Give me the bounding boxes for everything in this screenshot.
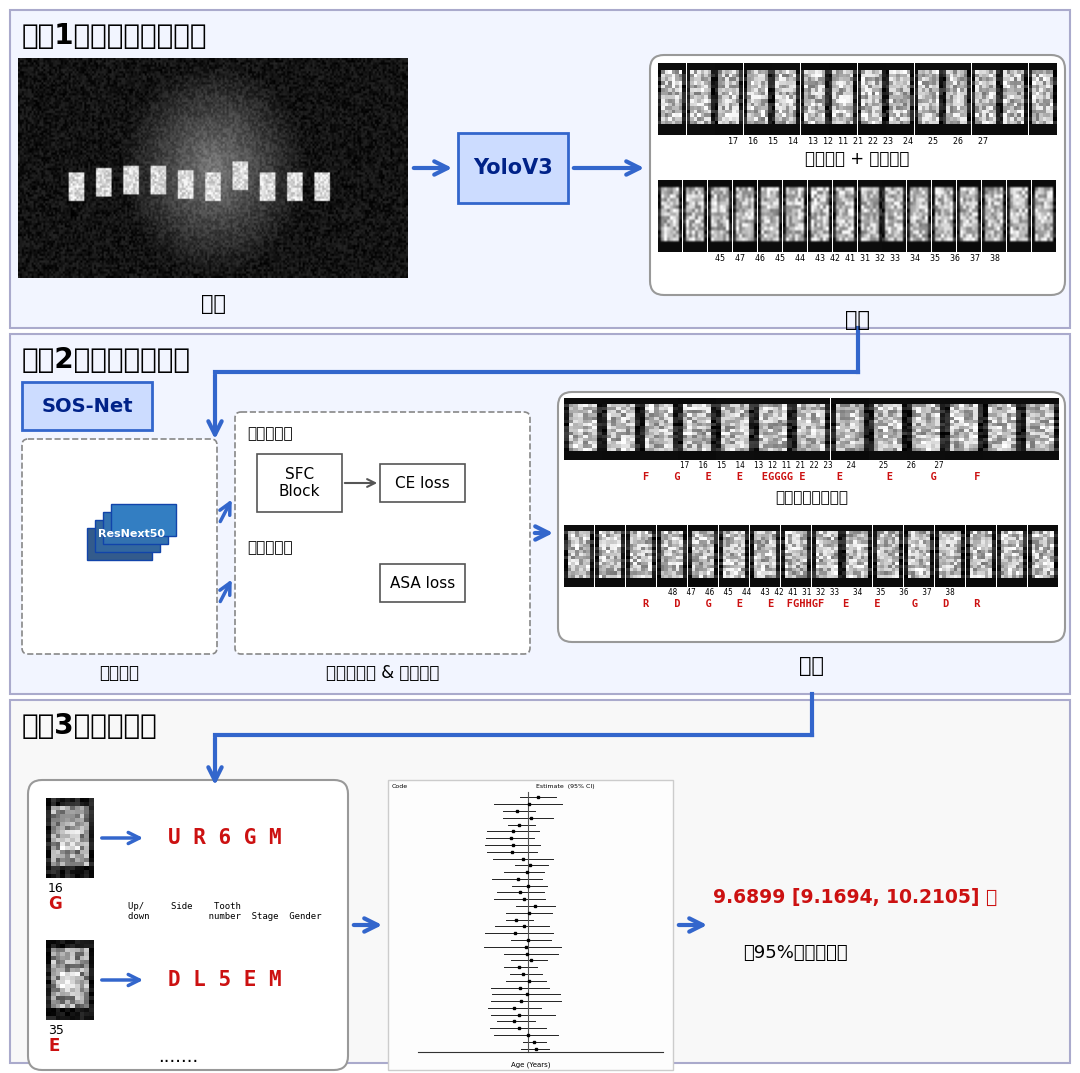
Text: G: G: [48, 895, 62, 913]
Text: SOS-Net: SOS-Net: [41, 397, 133, 415]
Bar: [22, 382, 152, 430]
Text: 特征提取: 特征提取: [99, 664, 139, 682]
Text: .......: .......: [158, 1048, 198, 1065]
Text: 步骤3：牙龄评测: 步骤3：牙龄评测: [22, 712, 158, 740]
Bar: [10, 10, 1070, 328]
Bar: [458, 133, 568, 203]
Text: 输出: 输出: [799, 656, 824, 676]
Text: CE loss: CE loss: [395, 475, 450, 490]
Text: Up/     Side    Tooth
down           number  Stage  Gender: Up/ Side Tooth down number Stage Gender: [129, 902, 322, 922]
Bar: [380, 464, 465, 502]
Text: Age (Years): Age (Years): [511, 1062, 550, 1069]
Text: 输入: 输入: [201, 294, 226, 314]
Text: D L 5 E M: D L 5 E M: [168, 970, 282, 990]
FancyBboxPatch shape: [22, 439, 217, 655]
Text: ASA loss: ASA loss: [390, 575, 455, 590]
Text: 牙发育成熟度预测: 牙发育成熟度预测: [775, 490, 848, 505]
Bar: [257, 454, 342, 512]
FancyBboxPatch shape: [235, 412, 530, 655]
Bar: [388, 780, 673, 1070]
FancyBboxPatch shape: [28, 780, 348, 1070]
Text: 特征图融合 & 分期预测: 特征图融合 & 分期预测: [326, 664, 440, 682]
Text: 回归分支：: 回归分支：: [247, 540, 293, 555]
Text: E: E: [48, 1037, 59, 1055]
Text: 分类分支：: 分类分支：: [247, 426, 293, 441]
Text: Code: Code: [392, 784, 408, 789]
Text: F    G    E    E   EGGGG E     E       E      G      F: F G E E EGGGG E E E G F: [643, 472, 981, 482]
FancyBboxPatch shape: [650, 55, 1065, 295]
Text: 输出: 输出: [845, 310, 870, 330]
Bar: [10, 334, 1070, 694]
Bar: [111, 504, 176, 536]
Bar: [10, 700, 1070, 1063]
Text: U R 6 G M: U R 6 G M: [168, 828, 282, 848]
Bar: [103, 512, 168, 544]
Bar: [87, 528, 152, 560]
Text: 定位框选 + 牙位识别: 定位框选 + 牙位识别: [806, 150, 909, 168]
Text: SFC
Block: SFC Block: [279, 467, 321, 499]
Text: 17  16  15  14  13 12 11 21 22 23  24   25   26   27: 17 16 15 14 13 12 11 21 22 23 24 25 26 2…: [728, 137, 987, 146]
Text: 16: 16: [48, 882, 64, 895]
Text: （95%可信区间）: （95%可信区间）: [743, 944, 848, 962]
Bar: [380, 564, 465, 602]
Text: 48  47  46  45  44  43 42 41 31 32 33   34   35   36   37   38: 48 47 46 45 44 43 42 41 31 32 33 34 35 3…: [669, 588, 955, 597]
Text: ResNext50: ResNext50: [98, 529, 165, 539]
Text: 35: 35: [48, 1024, 64, 1037]
Bar: [95, 520, 160, 552]
Text: 9.6899 [9.1694, 10.2105] 岁: 9.6899 [9.1694, 10.2105] 岁: [713, 887, 997, 907]
FancyBboxPatch shape: [558, 392, 1065, 642]
Text: 45  47  46  45  44  43 42 41 31 32 33  34  35  36  37  38: 45 47 46 45 44 43 42 41 31 32 33 34 35 3…: [715, 254, 1000, 263]
Text: Estimate  (95% CI): Estimate (95% CI): [536, 784, 595, 789]
Text: R    D    G    E    E  FGHHGF   E    E     G    D    R: R D G E E FGHHGF E E G D R: [643, 599, 981, 609]
Text: YoloV3: YoloV3: [473, 158, 553, 178]
Text: 17  16  15  14  13 12 11 21 22 23   24     25    26    27: 17 16 15 14 13 12 11 21 22 23 24 25 26 2…: [679, 461, 943, 470]
Text: 步骤1：恒牙定位和识别: 步骤1：恒牙定位和识别: [22, 23, 207, 50]
Text: 步骤2：牙齿发育分期: 步骤2：牙齿发育分期: [22, 346, 191, 374]
